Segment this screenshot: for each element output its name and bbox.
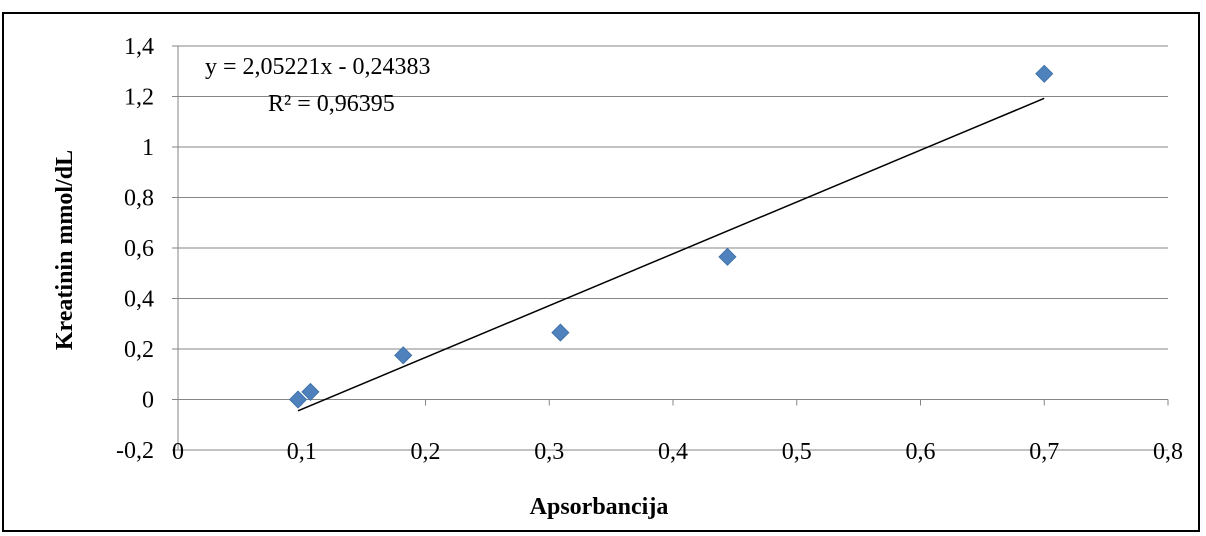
x-tick-label: 0,2 — [411, 439, 441, 465]
y-tick-label: 0,8 — [124, 186, 154, 212]
chart-frame — [2, 12, 1200, 532]
y-axis-title: Kreatinin mmol/dL — [52, 150, 78, 350]
data-point — [394, 346, 413, 365]
x-tick-label: 0 — [172, 439, 184, 465]
y-tick-label: 1,2 — [124, 85, 154, 111]
y-tick-label: 0,4 — [124, 287, 154, 313]
x-tick-label: 0,3 — [534, 439, 564, 465]
y-tick-label: 0,6 — [124, 236, 154, 262]
data-point — [1035, 64, 1054, 83]
data-point — [718, 247, 737, 266]
x-tick-label: 0,5 — [782, 439, 812, 465]
x-tick-label: 0,4 — [658, 439, 688, 465]
x-tick-label: 0,1 — [287, 439, 317, 465]
x-axis-title: Apsorbancija — [530, 494, 669, 520]
trendline — [297, 97, 1045, 412]
x-tick-label: 0,6 — [906, 439, 936, 465]
y-tick-label: 0 — [142, 388, 154, 414]
x-tick-label: 0,7 — [1029, 439, 1059, 465]
r-squared-label: R² = 0,96395 — [268, 91, 395, 117]
x-tick-label: 0,8 — [1153, 439, 1183, 465]
y-tick-label: 1 — [142, 135, 154, 161]
y-tick-labels: -0,2 0 0,2 0,4 0,6 0,8 1 1,2 1,4 — [116, 34, 154, 464]
trendline-equation: y = 2,05221x - 0,24383 — [205, 54, 431, 80]
trendline-group — [297, 97, 1045, 412]
x-tick-labels: 0 0,1 0,2 0,3 0,4 0,5 0,6 0,7 0,8 — [172, 439, 1183, 465]
gridlines — [178, 45, 1168, 451]
data-point — [288, 390, 308, 409]
data-point — [301, 382, 320, 401]
y-tick-label: -0,2 — [116, 438, 154, 464]
y-tick-label: 0,2 — [124, 337, 154, 363]
y-tick-label: 1,4 — [124, 34, 154, 60]
data-points — [288, 64, 1054, 409]
data-point — [551, 323, 570, 342]
